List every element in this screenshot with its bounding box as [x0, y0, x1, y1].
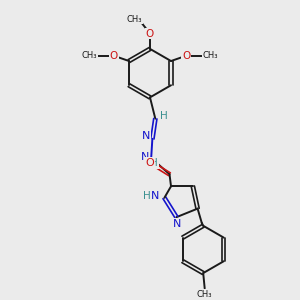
- Text: CH₃: CH₃: [127, 15, 142, 24]
- Text: N: N: [173, 219, 181, 229]
- Text: H: H: [150, 158, 158, 168]
- Text: O: O: [146, 28, 154, 38]
- Text: O: O: [182, 51, 190, 61]
- Text: O: O: [110, 51, 118, 61]
- Text: CH₃: CH₃: [197, 290, 212, 299]
- Text: CH₃: CH₃: [82, 51, 97, 60]
- Text: N: N: [151, 191, 160, 201]
- Text: N: N: [140, 152, 149, 162]
- Text: N: N: [142, 131, 150, 141]
- Text: H: H: [143, 191, 151, 201]
- Text: CH₃: CH₃: [203, 51, 218, 60]
- Text: O: O: [145, 158, 154, 168]
- Text: H: H: [160, 111, 167, 121]
